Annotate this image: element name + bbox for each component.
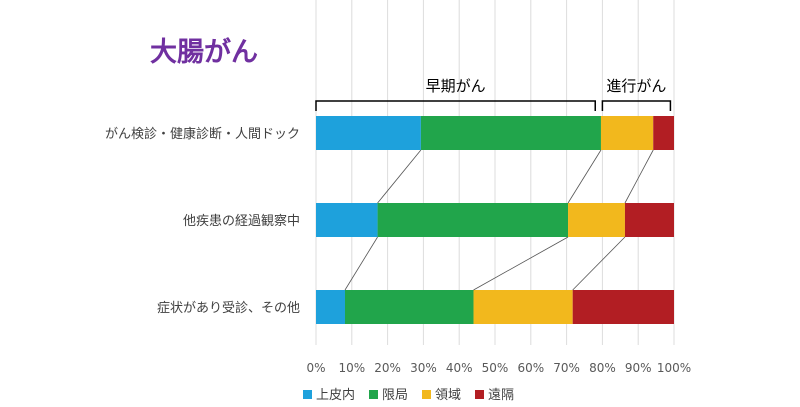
bar-segment — [316, 203, 378, 237]
bracket-label: 進行がん — [606, 77, 666, 95]
x-tick-label: 20% — [374, 361, 401, 375]
connector-line — [572, 236, 626, 291]
legend-swatch — [369, 390, 378, 399]
bar-segment — [316, 116, 421, 150]
bar-segment — [473, 290, 573, 324]
chart-title: 大腸がん — [150, 37, 258, 68]
legend-swatch — [303, 390, 312, 399]
x-tick-label: 50% — [482, 361, 509, 375]
legend-label: 遠隔 — [488, 388, 514, 403]
bracket-label: 早期がん — [426, 77, 486, 95]
bar-segment — [568, 203, 625, 237]
bar-segment — [316, 290, 345, 324]
connector-line — [473, 236, 569, 291]
bar-segment — [572, 290, 674, 324]
x-tick-label: 10% — [338, 361, 365, 375]
connector-line — [624, 149, 654, 204]
x-tick-label: 100% — [657, 361, 691, 375]
category-label: 他疾患の経過観察中 — [183, 214, 300, 229]
x-tick-label: 70% — [553, 361, 580, 375]
connector-line — [377, 149, 422, 204]
x-tick-label: 90% — [625, 361, 652, 375]
category-label: がん検診・健康診断・人間ドック — [105, 126, 300, 142]
legend-label: 上皮内 — [316, 387, 355, 403]
legend-label: 領域 — [435, 387, 461, 403]
legend-swatch — [475, 390, 484, 399]
bar-segment — [600, 116, 654, 150]
connector-line — [567, 149, 602, 204]
bar-segment — [653, 116, 674, 150]
connector-line — [344, 236, 378, 291]
x-tick-label: 30% — [410, 361, 437, 375]
legend-label: 限局 — [382, 388, 408, 403]
bar-segment — [420, 116, 601, 150]
category-label: 症状があり受診、その他 — [157, 300, 300, 316]
bar-segment — [377, 203, 569, 237]
x-tick-label: 60% — [517, 361, 544, 375]
bar-segment — [624, 203, 674, 237]
bracket — [601, 100, 672, 111]
bar-segment — [344, 290, 474, 324]
legend-swatch — [422, 390, 431, 399]
x-tick-label: 40% — [446, 361, 473, 375]
x-tick-label: 80% — [589, 361, 616, 375]
x-tick-label: 0% — [306, 361, 325, 375]
bracket — [315, 100, 596, 111]
